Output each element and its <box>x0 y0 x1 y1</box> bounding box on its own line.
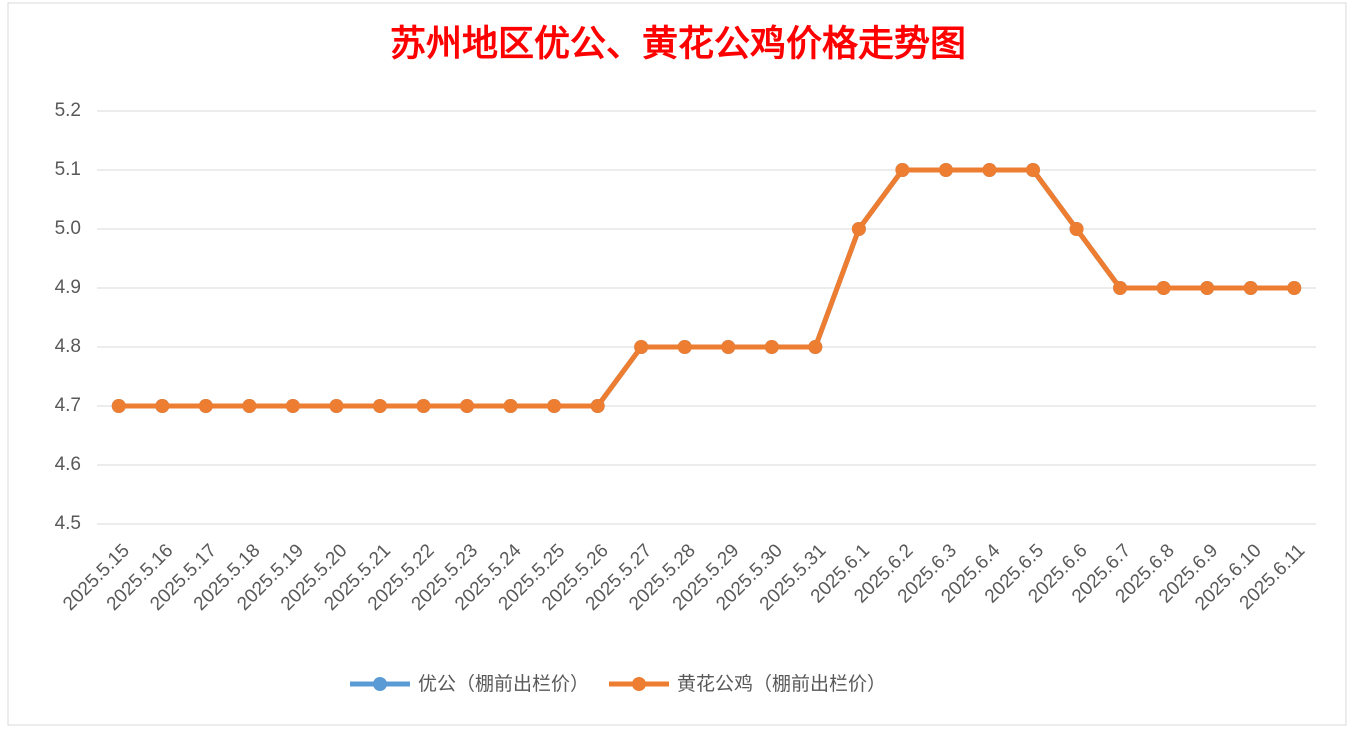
point-marker <box>242 399 257 413</box>
y-tick-label: 4.7 <box>55 395 81 416</box>
point-marker <box>372 399 387 413</box>
point-marker <box>285 399 300 413</box>
point-marker <box>1026 163 1041 177</box>
point-marker <box>1200 281 1215 295</box>
y-tick-label: 5.1 <box>55 159 81 180</box>
point-marker <box>1113 281 1128 295</box>
point-marker <box>198 399 213 413</box>
point-marker <box>1287 281 1302 295</box>
point-marker <box>329 399 344 413</box>
point-marker <box>1069 222 1084 236</box>
series-line <box>118 167 1295 409</box>
legend-label: 优公（棚前出栏价） <box>418 673 589 695</box>
y-tick-label: 5.2 <box>55 100 81 121</box>
y-tick-label: 4.5 <box>55 513 81 534</box>
point-marker <box>938 163 953 177</box>
point-marker <box>590 399 605 413</box>
point-marker <box>808 340 823 354</box>
y-tick-label: 5.0 <box>55 218 81 239</box>
point-marker <box>851 222 866 236</box>
point-marker <box>460 399 475 413</box>
point-marker <box>155 399 170 413</box>
point-marker <box>764 340 779 354</box>
chart-title: 苏州地区优公、黄花公鸡价格走势图 <box>390 23 966 63</box>
point-marker <box>634 340 649 354</box>
point-marker <box>503 399 518 413</box>
legend-label: 黄花公鸡（棚前出栏价） <box>677 673 886 695</box>
point-marker <box>982 163 997 177</box>
point-marker <box>416 399 431 413</box>
point-marker <box>677 340 692 354</box>
legend-marker <box>632 677 647 691</box>
point-marker <box>111 399 126 413</box>
point-marker <box>721 340 736 354</box>
legend-marker <box>373 677 387 691</box>
point-marker <box>1243 281 1258 295</box>
point-marker <box>547 399 562 413</box>
y-tick-label: 4.8 <box>55 336 81 357</box>
point-marker <box>895 163 910 177</box>
y-tick-label: 4.6 <box>55 454 81 475</box>
y-tick-label: 4.9 <box>55 277 81 298</box>
point-marker <box>1156 281 1171 295</box>
chart-border <box>7 2 1347 726</box>
